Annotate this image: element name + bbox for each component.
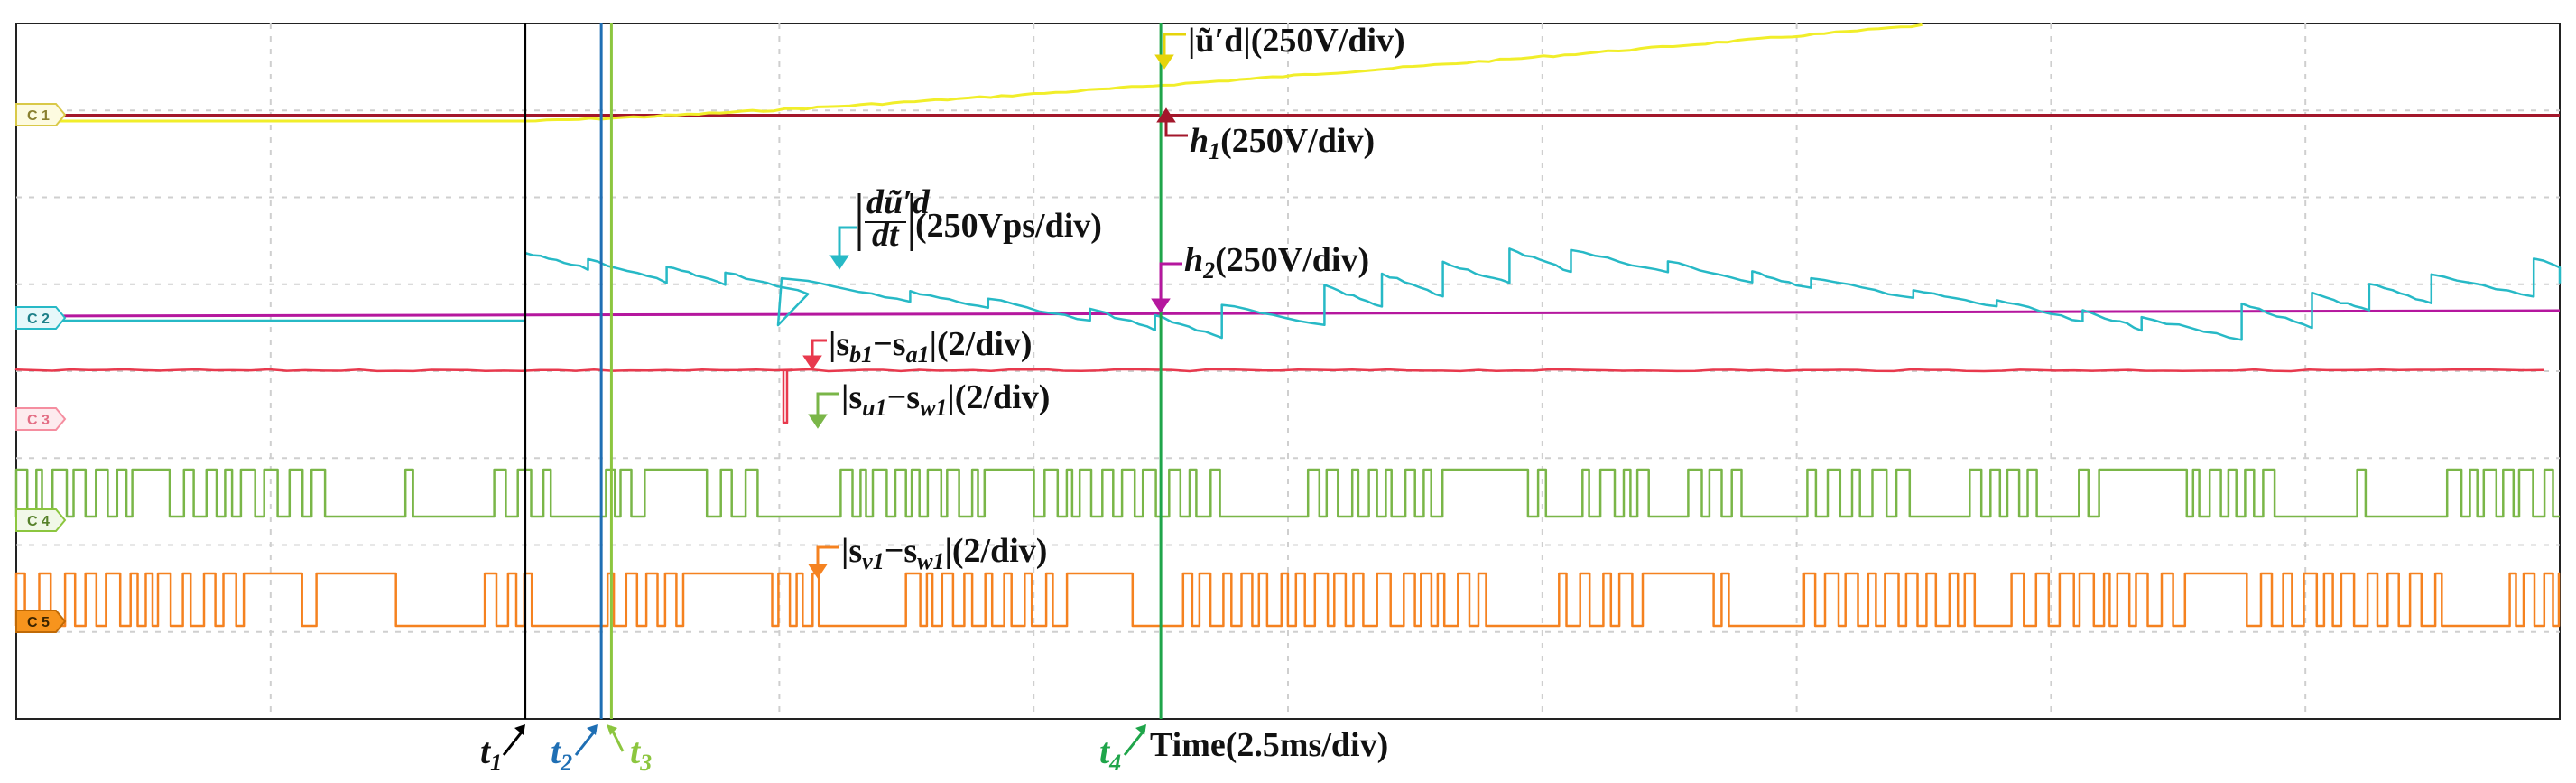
channel-c1-text: C 1 xyxy=(27,108,50,124)
channel-c4-text: C 4 xyxy=(27,514,50,529)
h2-symbol: h xyxy=(1184,241,1203,279)
sba-arrow xyxy=(811,339,827,362)
waveforms xyxy=(14,23,2562,628)
svw-sub2: w1 xyxy=(917,548,944,574)
suw-end: |(2/div) xyxy=(947,378,1050,416)
sba-sub1: b1 xyxy=(849,341,873,368)
svw-main: |s xyxy=(841,532,862,570)
t4-label: t4 xyxy=(1099,731,1121,776)
x-axis-label: Time(2.5ms/div) xyxy=(1150,726,1388,764)
dud-trace xyxy=(16,247,2562,341)
channel-c3-text: C 3 xyxy=(27,413,50,428)
h1-scale: (250V/div) xyxy=(1220,122,1375,160)
dud-arrow xyxy=(838,226,857,262)
sba-end: |(2/div) xyxy=(930,325,1033,363)
ud-arrow xyxy=(1163,33,1186,61)
h2-scale: (250V/div) xyxy=(1215,241,1369,279)
svw-end: |(2/div) xyxy=(945,532,1048,570)
sba-label: |sb1−sa1|(2/div) xyxy=(829,325,1033,368)
sba-sub2: a1 xyxy=(906,341,930,368)
sba-trace xyxy=(14,368,2544,424)
h2-arrow xyxy=(1159,262,1182,305)
t3-label: t3 xyxy=(630,731,652,776)
suw-sub1: u1 xyxy=(862,395,886,421)
h2-trace xyxy=(15,309,2561,318)
suw-sub2: w1 xyxy=(920,395,947,421)
h1-symbol: h xyxy=(1190,122,1209,160)
ud-trace xyxy=(16,23,1923,123)
suw-main: |s xyxy=(841,378,862,416)
channel-badge-c1: C 1 xyxy=(15,103,67,126)
channel-badge-c2: C 2 xyxy=(15,306,67,330)
dud-frac-denominator: dt xyxy=(872,216,900,254)
svw-mid: −s xyxy=(885,532,917,570)
svw-trace xyxy=(14,572,2561,628)
time-marker-labels: t1 t2 t3 t4 xyxy=(480,724,1146,776)
channel-c2-text: C 2 xyxy=(27,312,50,327)
dud-scale: (250Vps/div) xyxy=(915,207,1102,245)
h1-label: h1(250V/div) xyxy=(1190,122,1375,164)
channel-badge-c5: C 5 xyxy=(15,610,67,633)
t1-label: t1 xyxy=(480,731,502,776)
ud-label: |ũ′d|(250V/div) xyxy=(1188,22,1405,60)
time-markers xyxy=(524,23,1163,719)
h2-label: h2(250V/div) xyxy=(1184,241,1369,284)
h1-subscript: 1 xyxy=(1209,138,1220,164)
suw-arrow xyxy=(816,392,839,421)
suw-label: |su1−sw1|(2/div) xyxy=(841,378,1050,421)
svw-arrow xyxy=(816,545,839,571)
annotation-arrows xyxy=(802,33,1188,579)
dud-frac-numerator: dũ′d xyxy=(866,183,931,221)
t2-label: t2 xyxy=(551,731,572,776)
svw-sub1: v1 xyxy=(862,548,885,574)
sba-mid: −s xyxy=(873,325,905,363)
suw-mid: −s xyxy=(887,378,920,416)
sba-main: |s xyxy=(829,325,849,363)
suw-trace xyxy=(14,468,2560,518)
channel-badge-c4: C 4 xyxy=(15,508,67,532)
channel-badge-c3: C 3 xyxy=(15,407,67,431)
channel-c5-text: C 5 xyxy=(27,615,50,630)
svw-label: |sv1−sw1|(2/div) xyxy=(841,532,1047,574)
h2-subscript: 2 xyxy=(1202,257,1215,284)
